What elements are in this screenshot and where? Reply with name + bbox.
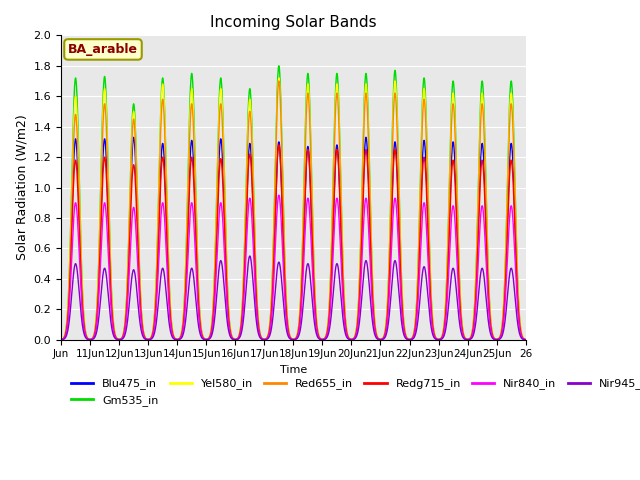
- Title: Incoming Solar Bands: Incoming Solar Bands: [210, 15, 377, 30]
- X-axis label: Time: Time: [280, 365, 307, 375]
- Text: BA_arable: BA_arable: [68, 43, 138, 56]
- Y-axis label: Solar Radiation (W/m2): Solar Radiation (W/m2): [15, 115, 28, 261]
- Legend: Blu475_in, Gm535_in, Yel580_in, Red655_in, Redg715_in, Nir840_in, Nir945_in: Blu475_in, Gm535_in, Yel580_in, Red655_i…: [67, 374, 640, 410]
